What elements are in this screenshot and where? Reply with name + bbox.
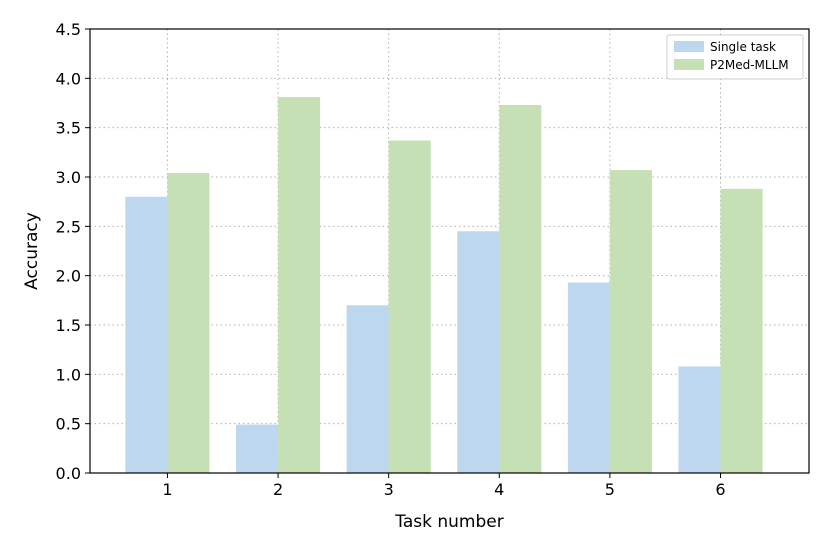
y-tick-label: 4.5 xyxy=(56,20,81,39)
bar-single-task-task-1 xyxy=(125,196,168,473)
legend-label-single-task: Single task xyxy=(710,40,776,54)
legend: Single task P2Med-MLLM xyxy=(666,34,804,80)
y-tick-label: 0.5 xyxy=(56,415,81,434)
x-axis: 1 2 3 4 5 6 xyxy=(162,473,726,499)
y-tick-label: 1.0 xyxy=(56,365,81,384)
bar-p2med-mllm-task-1 xyxy=(167,173,210,473)
bar-single-task-task-4 xyxy=(457,231,500,473)
y-tick-label: 0.0 xyxy=(56,464,81,483)
y-tick-label: 2.0 xyxy=(56,267,81,286)
plot-frame xyxy=(89,28,810,474)
y-axis-label: Accuracy xyxy=(22,212,42,290)
x-tick-label: 5 xyxy=(605,480,615,499)
bar-p2med-mllm-task-2 xyxy=(278,97,321,473)
y-axis: 0.0 0.5 1.0 1.5 2.0 2.5 3.0 3.5 4.0 4.5 xyxy=(56,20,90,483)
bar-p2med-mllm-task-6 xyxy=(720,188,763,473)
bar-p2med-mllm-task-3 xyxy=(388,140,431,473)
legend-swatch-single-task xyxy=(674,41,704,52)
y-tick-label: 3.5 xyxy=(56,119,81,138)
y-tick-label: 1.5 xyxy=(56,316,81,335)
bars xyxy=(125,97,763,474)
legend-swatch-p2med-mllm xyxy=(674,59,704,70)
y-tick-label: 3.0 xyxy=(56,168,81,187)
x-tick-label: 1 xyxy=(162,480,172,499)
x-tick-label: 2 xyxy=(273,480,283,499)
x-axis-label: Task number xyxy=(394,512,503,532)
bar-single-task-task-2 xyxy=(236,424,279,473)
y-tick-label: 4.0 xyxy=(56,69,81,88)
x-tick-label: 6 xyxy=(715,480,725,499)
x-tick-label: 4 xyxy=(494,480,504,499)
y-tick-label: 2.5 xyxy=(56,217,81,236)
bar-p2med-mllm-task-4 xyxy=(499,104,542,474)
bar-single-task-task-5 xyxy=(567,282,610,473)
bar-single-task-task-3 xyxy=(346,305,389,473)
x-tick-label: 3 xyxy=(384,480,394,499)
bar-single-task-task-6 xyxy=(678,366,721,473)
bar-p2med-mllm-task-5 xyxy=(609,170,652,474)
legend-label-p2med-mllm: P2Med-MLLM xyxy=(710,58,789,72)
